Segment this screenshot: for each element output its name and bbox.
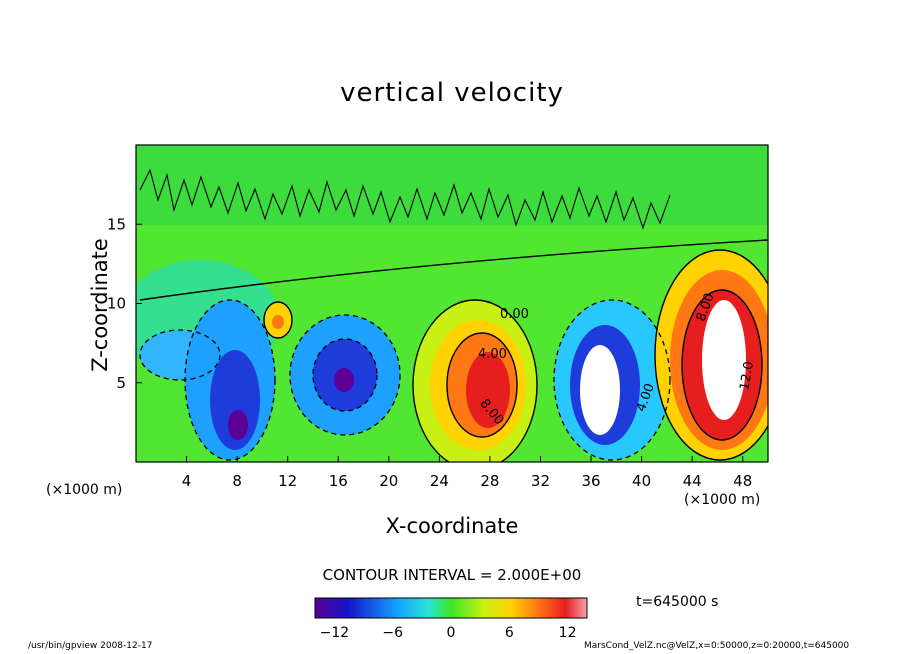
x-tick-label-9: 40 <box>632 472 651 490</box>
cell-region-2-core <box>228 410 248 440</box>
y-axis-ticks: 5 10 15 <box>107 215 142 392</box>
x-tick-label-7: 32 <box>531 472 550 490</box>
cell-region-5-core <box>466 352 510 428</box>
x-axis-ticks: 4 8 12 16 20 24 28 32 36 40 44 48 <box>182 456 752 490</box>
contour-lines <box>139 239 768 462</box>
contour-label-0: 0.00 <box>500 307 529 322</box>
y-tick-label-1: 10 <box>107 295 126 313</box>
y-axis-unit: (×1000 m) <box>684 492 761 508</box>
footer-right: MarsCond_VelZ.nc@VelZ,x=0:50000,z=0:2000… <box>584 641 850 651</box>
contour-label-1: 4.00 <box>478 347 507 362</box>
x-tick-label-6: 28 <box>480 472 499 490</box>
colorbar-tick-label-1: −6 <box>382 625 403 641</box>
turbulent-contours <box>139 168 671 230</box>
x-tick-label-3: 16 <box>329 472 348 490</box>
x-tick-label-8: 36 <box>581 472 600 490</box>
time-label: t=645000 s <box>636 594 719 610</box>
x-axis-label: X-coordinate <box>385 514 519 538</box>
footer-left: /usr/bin/gpview 2008-12-17 <box>28 641 153 651</box>
x-tick-label-10: 44 <box>683 472 702 490</box>
x-tick-label-0: 4 <box>182 472 192 490</box>
cell-region-4-core <box>334 368 354 392</box>
contour-interval-label: CONTOUR INTERVAL = 2.000E+00 <box>322 566 582 584</box>
colorbar <box>314 597 588 619</box>
x-tick-label-11: 48 <box>733 472 752 490</box>
colorbar-ticks: −12 −6 0 6 12 <box>320 625 577 641</box>
chart-title: vertical velocity <box>340 78 564 108</box>
upper-turbulent-band <box>136 145 768 225</box>
y-tick-label-0: 5 <box>116 374 126 392</box>
y-axis-label: Z-coordinate <box>88 238 112 372</box>
x-tick-label-2: 12 <box>278 472 297 490</box>
cell-region-6-core <box>580 345 620 435</box>
y-tick-label-2: 15 <box>107 215 126 233</box>
cell-region-3-core <box>272 315 284 329</box>
negative-contour-lines <box>139 299 671 461</box>
x-tick-label-1: 8 <box>232 472 242 490</box>
contour-label-3: 12.0 <box>737 360 757 391</box>
colorbar-tick-label-4: 12 <box>559 625 577 641</box>
colorbar-tick-label-0: −12 <box>320 625 350 641</box>
x-tick-label-5: 24 <box>430 472 449 490</box>
x-tick-label-4: 20 <box>379 472 398 490</box>
field-layer <box>136 145 768 462</box>
colorbar-tick-label-3: 6 <box>505 625 514 641</box>
colorbar-tick-label-2: 0 <box>447 625 456 641</box>
cell-region-7-core <box>702 300 746 420</box>
x-axis-unit: (×1000 m) <box>46 482 123 498</box>
